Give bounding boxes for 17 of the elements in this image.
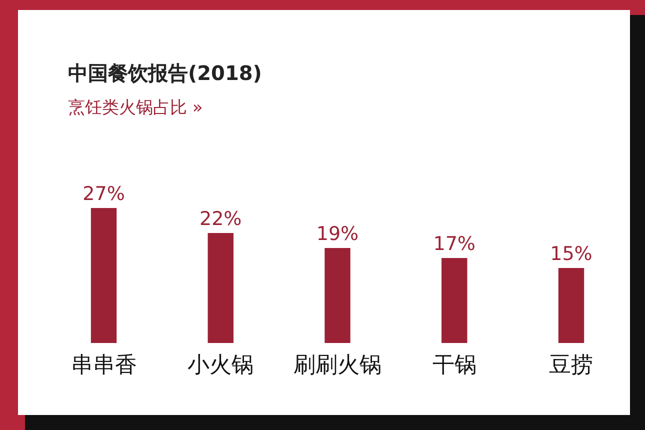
bar bbox=[442, 258, 468, 343]
data-label: 27% bbox=[82, 183, 125, 205]
chart-title: 中国餐饮报告(2018) bbox=[68, 61, 262, 85]
x-tick-label: 刷刷火锅 bbox=[294, 353, 382, 378]
bar bbox=[558, 268, 584, 343]
data-label: 22% bbox=[200, 208, 242, 230]
x-tick-label: 干锅 bbox=[432, 353, 476, 378]
bar bbox=[90, 208, 117, 343]
x-tick-label: 豆捞 bbox=[549, 353, 594, 378]
bar bbox=[324, 248, 350, 343]
bar bbox=[208, 233, 234, 343]
x-tick-label: 串串香 bbox=[70, 353, 137, 378]
data-label: 19% bbox=[316, 223, 359, 245]
chart-subtitle: 烹饪类火锅占比 » bbox=[68, 98, 203, 118]
data-label: 15% bbox=[550, 243, 592, 265]
data-label: 17% bbox=[433, 233, 476, 255]
x-tick-label: 小火锅 bbox=[188, 353, 254, 378]
